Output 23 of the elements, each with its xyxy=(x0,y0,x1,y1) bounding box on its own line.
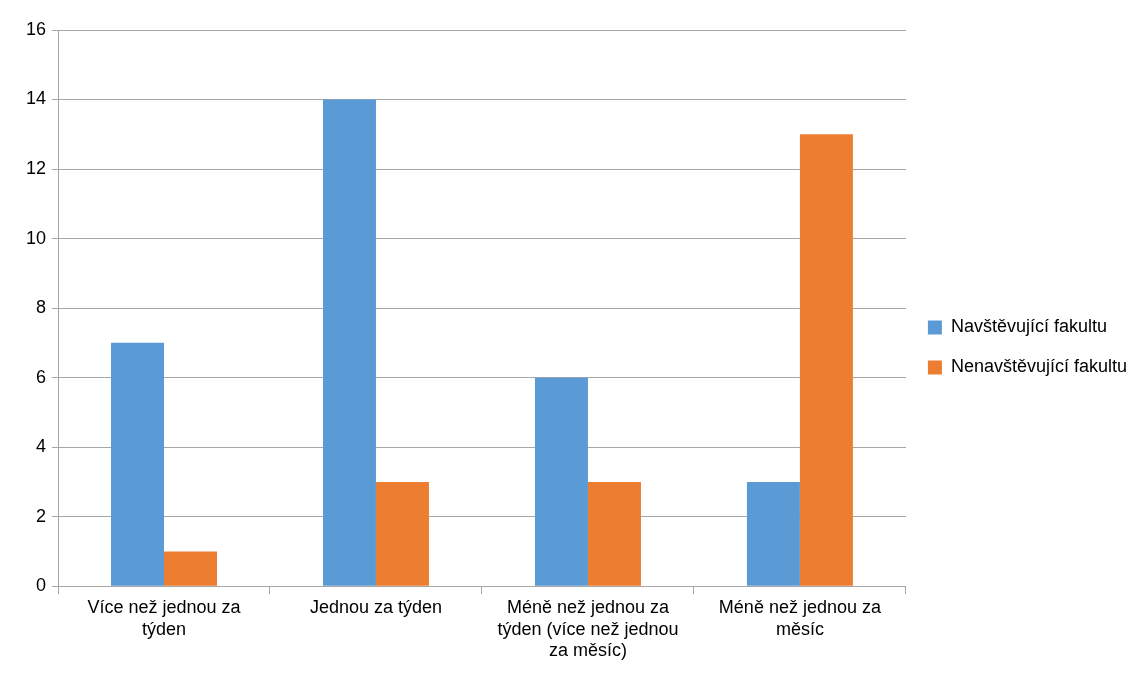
y-tick-label: 14 xyxy=(25,88,47,109)
bar xyxy=(534,377,588,586)
y-tick-label: 12 xyxy=(25,158,47,179)
bar xyxy=(322,99,376,586)
bar xyxy=(164,551,217,586)
y-tick-label: 2 xyxy=(36,505,47,526)
bar xyxy=(111,342,165,586)
x-tick-label: Více než jednou za týden xyxy=(87,596,242,639)
legend-label: Navštěvující fakultu xyxy=(950,316,1107,337)
x-tick-label: Jednou za týden xyxy=(309,596,443,617)
y-tick-label: 10 xyxy=(25,227,47,248)
x-tick-label: Méně než jednou za měsíc xyxy=(718,596,882,639)
y-tick-label: 8 xyxy=(36,297,47,318)
bar xyxy=(375,481,429,586)
bar xyxy=(799,134,853,586)
y-tick-label: 4 xyxy=(36,436,47,457)
bar xyxy=(587,481,641,586)
y-tick-label: 16 xyxy=(25,18,47,39)
bar xyxy=(746,481,800,586)
y-tick-label: 6 xyxy=(36,366,47,387)
legend-label: Nenavštěvující fakultu xyxy=(950,356,1127,377)
x-tick-label: Méně než jednou za týden (více než jednou za měsíc) xyxy=(497,596,679,661)
y-tick-label: 0 xyxy=(36,575,47,596)
